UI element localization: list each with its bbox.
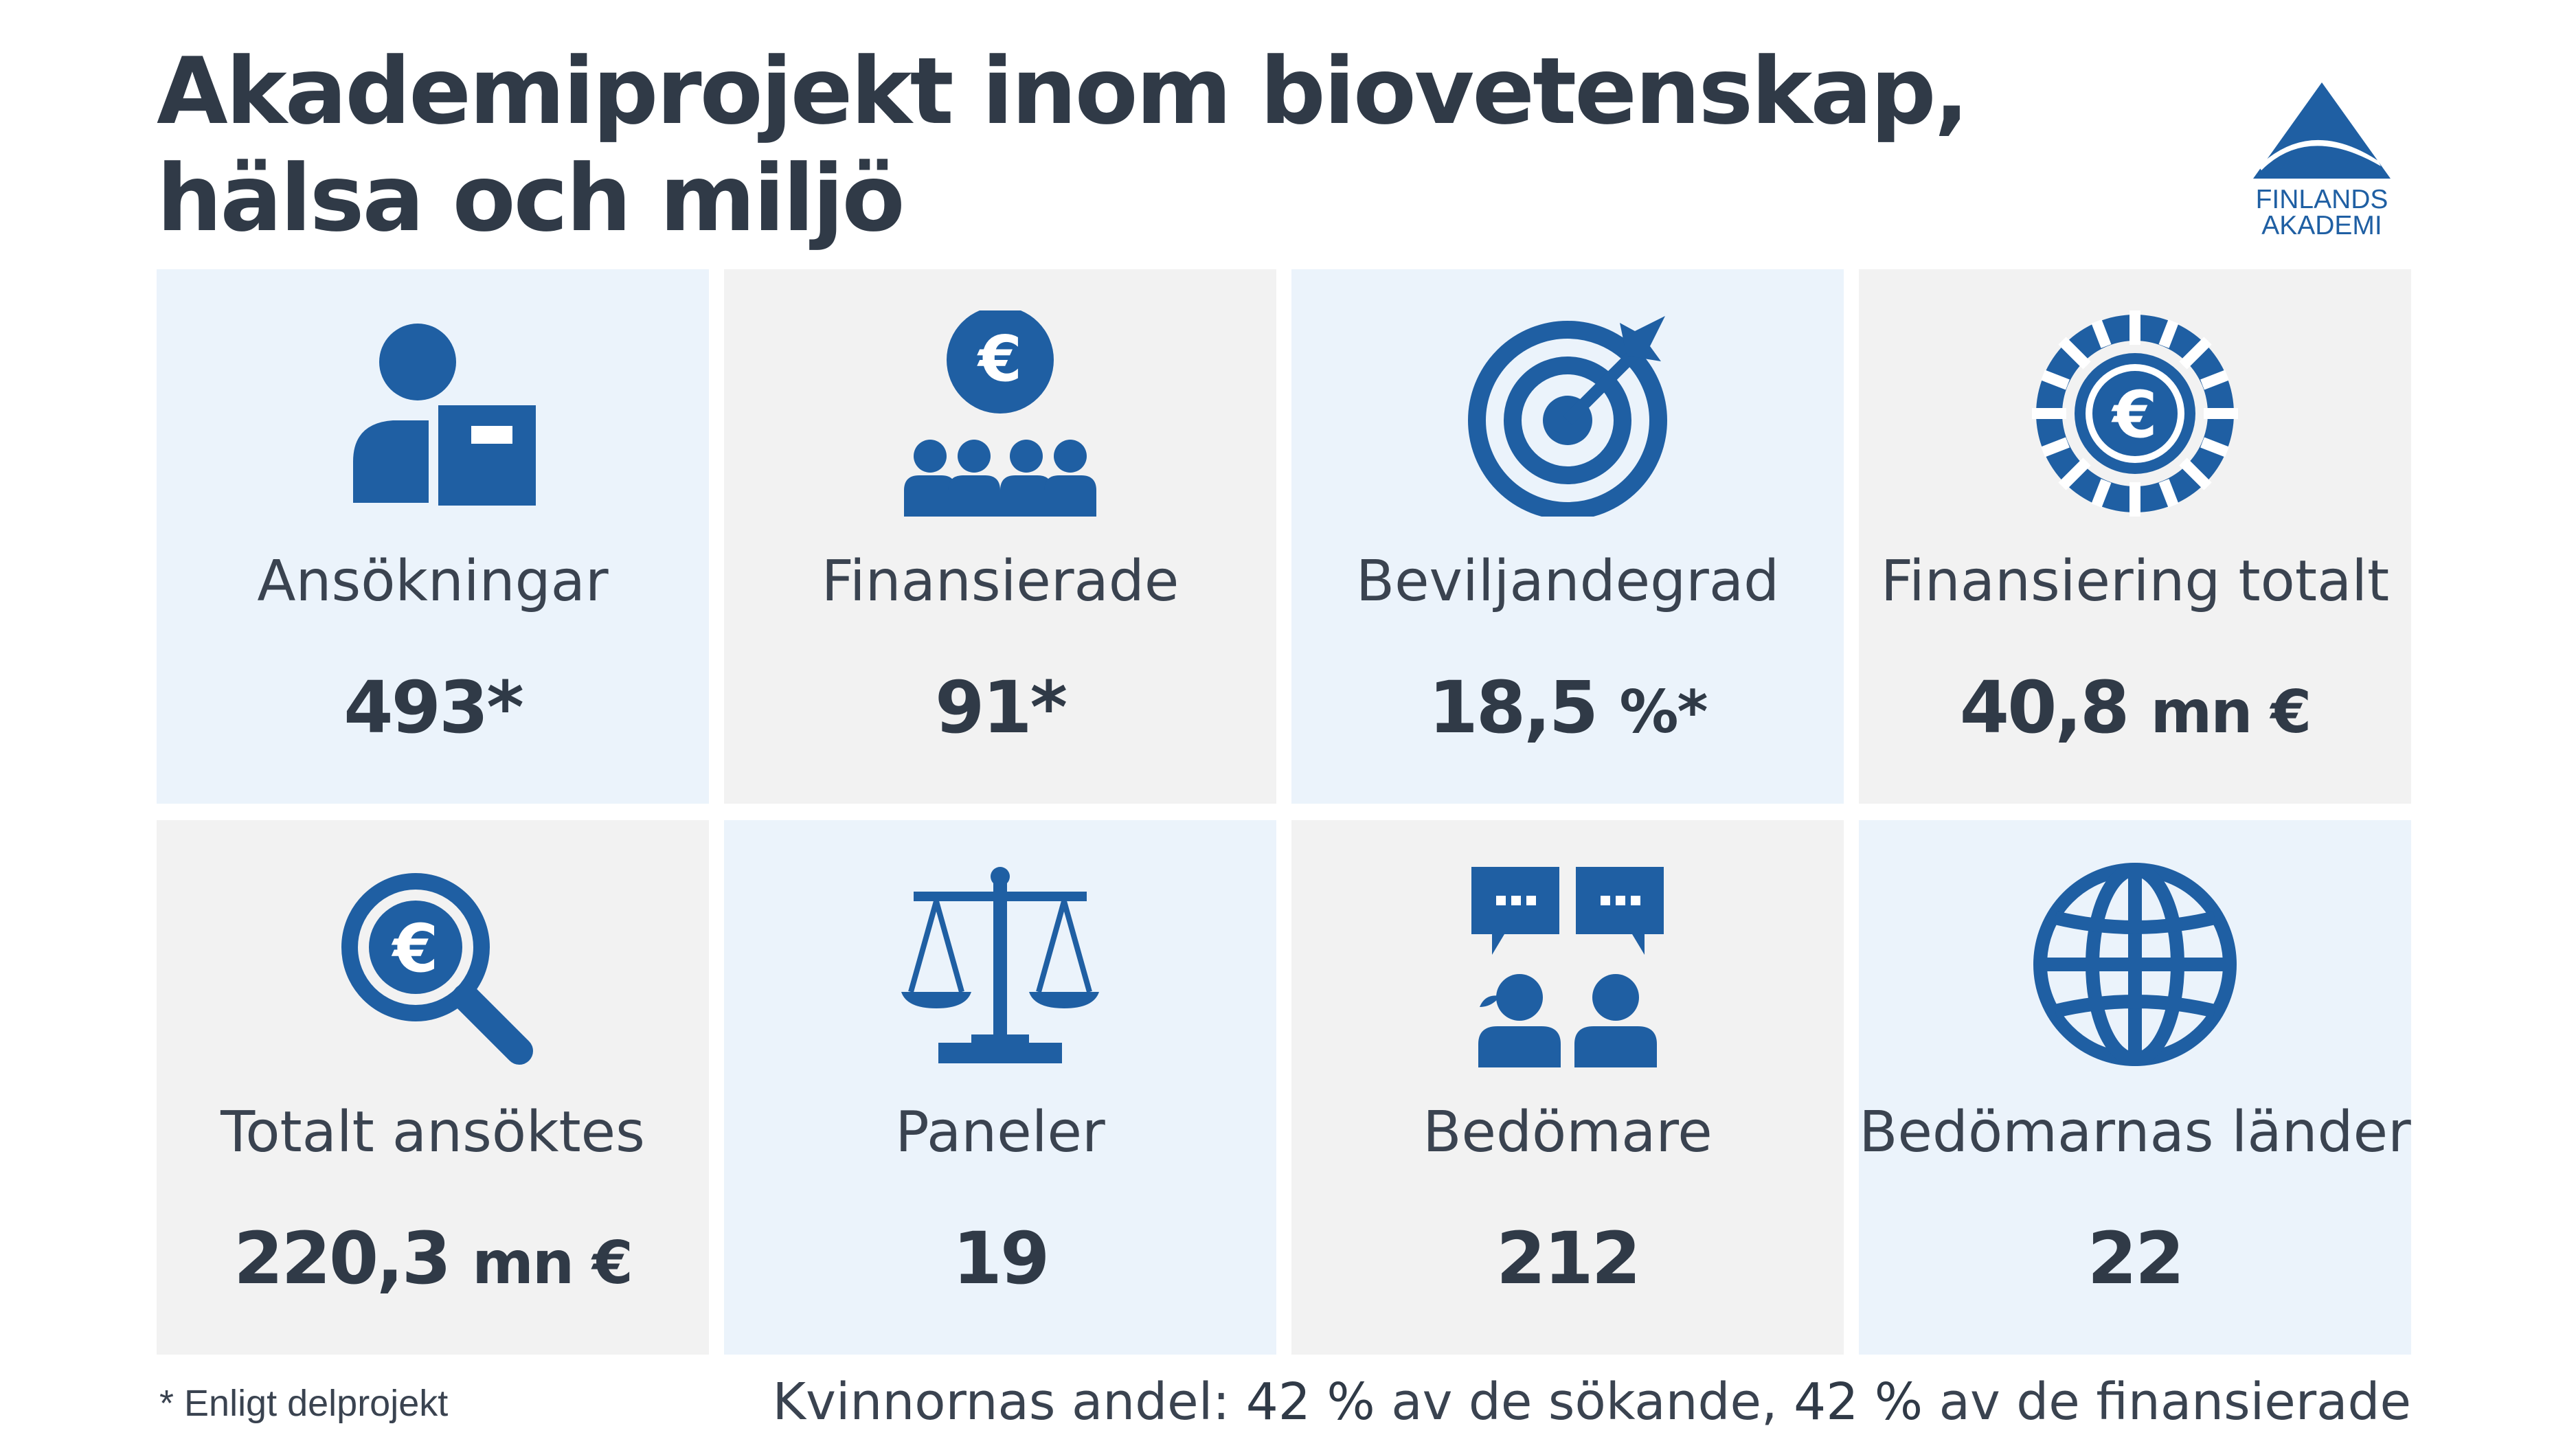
- stat-value: 22: [2087, 1217, 2185, 1300]
- stat-label: Finansiering totalt: [1880, 549, 2390, 614]
- stat-label: Beviljandegrad: [1355, 549, 1780, 614]
- svg-text:€: €: [977, 322, 1022, 396]
- page-title: Akademiprojekt inom biovetenskap, hälsa …: [157, 38, 2011, 252]
- logo-text: FINLANDS AKADEMI: [2239, 185, 2404, 240]
- euro-coin-icon: €: [2032, 310, 2238, 517]
- svg-text:€: €: [392, 910, 439, 987]
- stat-tile-panels: Paneler 19: [724, 820, 1276, 1355]
- stat-value: 220,3 mn €: [234, 1217, 633, 1300]
- stat-value: 19: [952, 1217, 1050, 1300]
- stat-value: 91*: [934, 666, 1067, 749]
- stat-value: 18,5 %*: [1428, 666, 1708, 749]
- svg-text:€: €: [2111, 378, 2157, 453]
- stat-label: Bedömarnas länder: [1859, 1100, 2411, 1165]
- title-line-1: Akademiprojekt inom biovetenskap,: [157, 38, 1969, 145]
- stat-label: Paneler: [895, 1100, 1105, 1165]
- stat-label: Ansökningar: [257, 549, 609, 614]
- logo-line-2: AKADEMI: [2261, 211, 2382, 240]
- stat-label: Bedömare: [1423, 1100, 1713, 1165]
- logo-line-1: FINLANDS: [2255, 185, 2388, 214]
- stat-value: 212: [1495, 1217, 1641, 1300]
- stat-tile-total-applied: € Totalt ansöktes 220,3 mn €: [157, 820, 709, 1355]
- person-with-document-icon: [330, 310, 536, 517]
- stat-tile-total-funding: € Finansiering totalt 40,8 mn €: [1859, 269, 2411, 804]
- stats-grid: Ansökningar 493* € Finansierade: [157, 269, 2411, 1355]
- women-share-note: Kvinnornas andel: 42 % av de sökande, 42…: [772, 1372, 2411, 1432]
- stat-label: Finansierade: [821, 549, 1179, 614]
- stat-tile-applications: Ansökningar 493*: [157, 269, 709, 804]
- stat-tile-approval-rate: Beviljandegrad 18,5 %*: [1291, 269, 1844, 804]
- stat-value: 493*: [343, 666, 523, 749]
- stat-tile-reviewers: Bedömare 212: [1291, 820, 1844, 1355]
- euro-group-icon: €: [897, 310, 1103, 517]
- finlands-akademi-logo: FINLANDS AKADEMI: [2239, 82, 2404, 240]
- stat-tile-reviewer-countries: Bedömarnas länder 22: [1859, 820, 2411, 1355]
- euro-magnifier-icon: €: [330, 861, 536, 1067]
- globe-icon: [2032, 861, 2238, 1067]
- akademi-triangle-icon: [2253, 82, 2391, 179]
- scales-icon: [897, 861, 1103, 1067]
- footnote: * Enligt delprojekt: [159, 1383, 449, 1424]
- target-icon: [1465, 310, 1671, 517]
- stat-value: 40,8 mn €: [1959, 666, 2312, 749]
- reviewers-chat-icon: [1465, 861, 1671, 1067]
- title-line-2: hälsa och miljö: [157, 145, 905, 252]
- stat-tile-funded: € Finansierade 91*: [724, 269, 1276, 804]
- stat-label: Totalt ansöktes: [221, 1100, 645, 1165]
